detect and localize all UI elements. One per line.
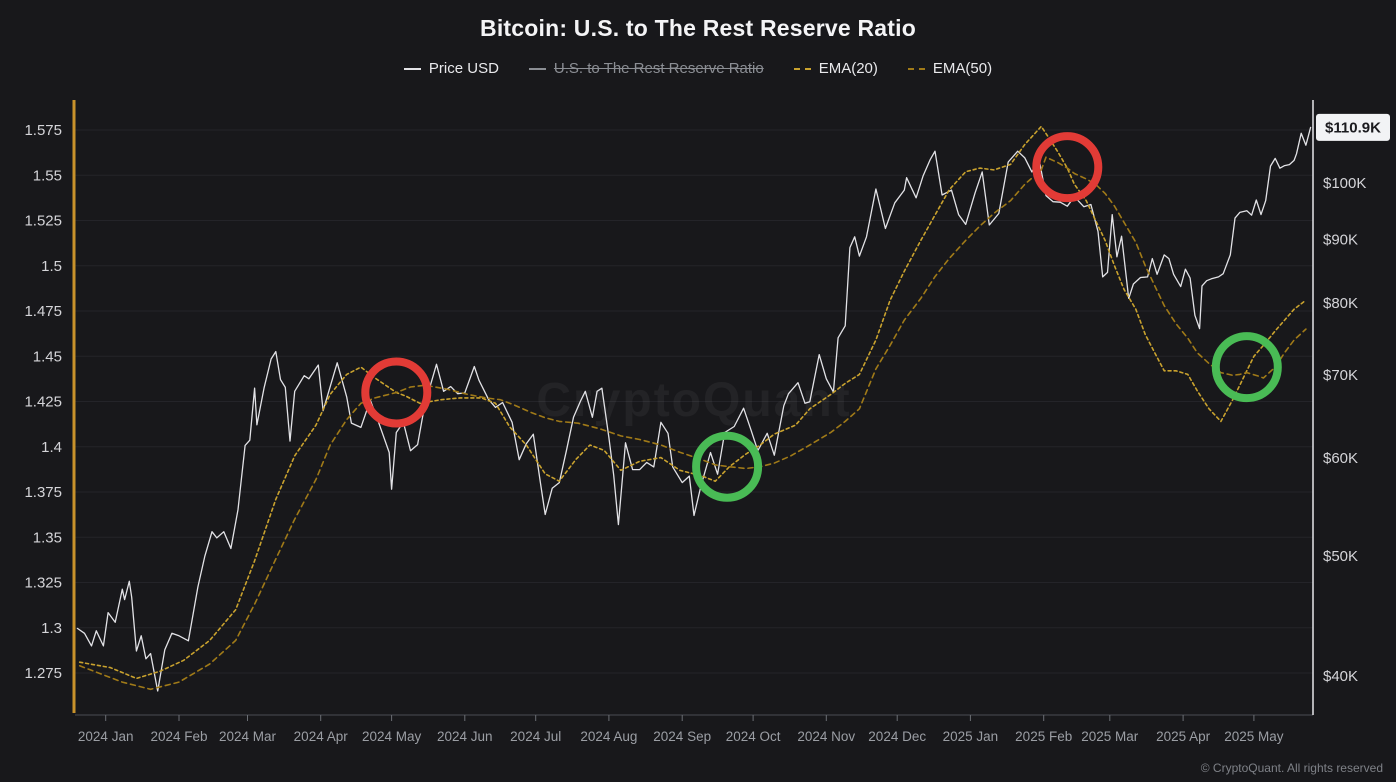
legend-label: U.S. to The Rest Reserve Ratio xyxy=(553,60,764,77)
x-tick-label: 2024 Aug xyxy=(580,729,637,744)
left-axis-label: 1.4 xyxy=(41,439,62,456)
left-axis-label: 1.425 xyxy=(24,394,62,411)
x-tick-label: 2024 Dec xyxy=(868,729,926,744)
bullish-cross-ring-annotation xyxy=(692,431,763,502)
x-tick-label: 2024 Sep xyxy=(653,729,711,744)
x-tick-label: 2024 Apr xyxy=(294,729,349,744)
bearish-cross-ring-annotation xyxy=(361,357,432,428)
x-tick-label: 2024 Jun xyxy=(437,729,493,744)
current-price-tag xyxy=(1316,113,1390,141)
series-ema-20- xyxy=(78,125,1307,680)
legend-item-ema-50-[interactable]: EMA(50) xyxy=(907,60,993,77)
x-tick-label: 2025 Apr xyxy=(1156,729,1211,744)
x-tick-label: 2024 May xyxy=(362,729,422,744)
left-axis-label: 1.5 xyxy=(41,258,62,275)
left-axis-label: 1.525 xyxy=(24,213,62,230)
left-axis-label: 1.375 xyxy=(24,484,62,501)
left-axis-label: 1.275 xyxy=(24,665,62,682)
x-tick-label: 2025 Jan xyxy=(943,729,999,744)
legend-label: Price USD xyxy=(428,60,499,77)
bearish-cross-ring-annotation xyxy=(1032,132,1103,203)
left-axis-label: 1.325 xyxy=(24,575,62,592)
legend-item-ema-20-[interactable]: EMA(20) xyxy=(793,60,878,77)
legend-swatch-icon xyxy=(403,67,421,70)
legend-label: EMA(20) xyxy=(818,60,878,77)
right-axis-label: $40K xyxy=(1323,668,1358,685)
plot-hover-region[interactable] xyxy=(75,100,1313,715)
chart-title: Bitcoin: U.S. to The Rest Reserve Ratio xyxy=(480,15,916,41)
legend-label: EMA(50) xyxy=(932,60,993,77)
bullish-cross-ring-annotation xyxy=(1211,332,1282,403)
left-axis-label: 1.3 xyxy=(41,620,62,637)
right-axis-label: $90K xyxy=(1323,232,1358,249)
x-tick-label: 2025 Mar xyxy=(1081,729,1139,744)
right-axis-label: $80K xyxy=(1323,295,1358,312)
x-tick-label: 2025 May xyxy=(1224,729,1284,744)
right-axis-label: $100K xyxy=(1323,175,1366,192)
right-axis-label: $70K xyxy=(1323,367,1358,384)
left-axis-label: 1.35 xyxy=(33,529,62,546)
legend-item-u-s-to-the-rest-reserve-ratio[interactable]: U.S. to The Rest Reserve Ratio xyxy=(528,60,764,77)
legend-swatch-icon xyxy=(793,67,811,70)
right-axis-label: $60K xyxy=(1323,450,1358,467)
x-tick-label: 2024 Feb xyxy=(150,729,207,744)
legend: Price USD U.S. to The Rest Reserve Ratio E… xyxy=(0,60,1396,77)
copyright: © CryptoQuant. All rights reserved xyxy=(1200,761,1383,775)
right-axis-label: $50K xyxy=(1323,548,1358,565)
series-price-usd xyxy=(76,126,1312,692)
legend-item-price-usd[interactable]: Price USD xyxy=(403,60,499,77)
left-axis-label: 1.55 xyxy=(33,167,62,184)
series-ema-50- xyxy=(78,156,1307,691)
left-axis-label: 1.575 xyxy=(24,122,62,139)
legend-swatch-icon xyxy=(528,67,546,70)
current-price-tag-label: $110.9K xyxy=(1325,119,1381,136)
x-tick-label: 2025 Feb xyxy=(1015,729,1072,744)
x-tick-label: 2024 Jul xyxy=(510,729,561,744)
left-axis-label: 1.45 xyxy=(33,348,62,365)
x-tick-label: 2024 Nov xyxy=(797,729,855,744)
x-tick-label: 2024 Mar xyxy=(219,729,277,744)
x-tick-label: 2024 Oct xyxy=(726,729,781,744)
x-tick-label: 2024 Jan xyxy=(78,729,134,744)
legend-swatch-icon xyxy=(907,67,925,70)
left-axis-label: 1.475 xyxy=(24,303,62,320)
